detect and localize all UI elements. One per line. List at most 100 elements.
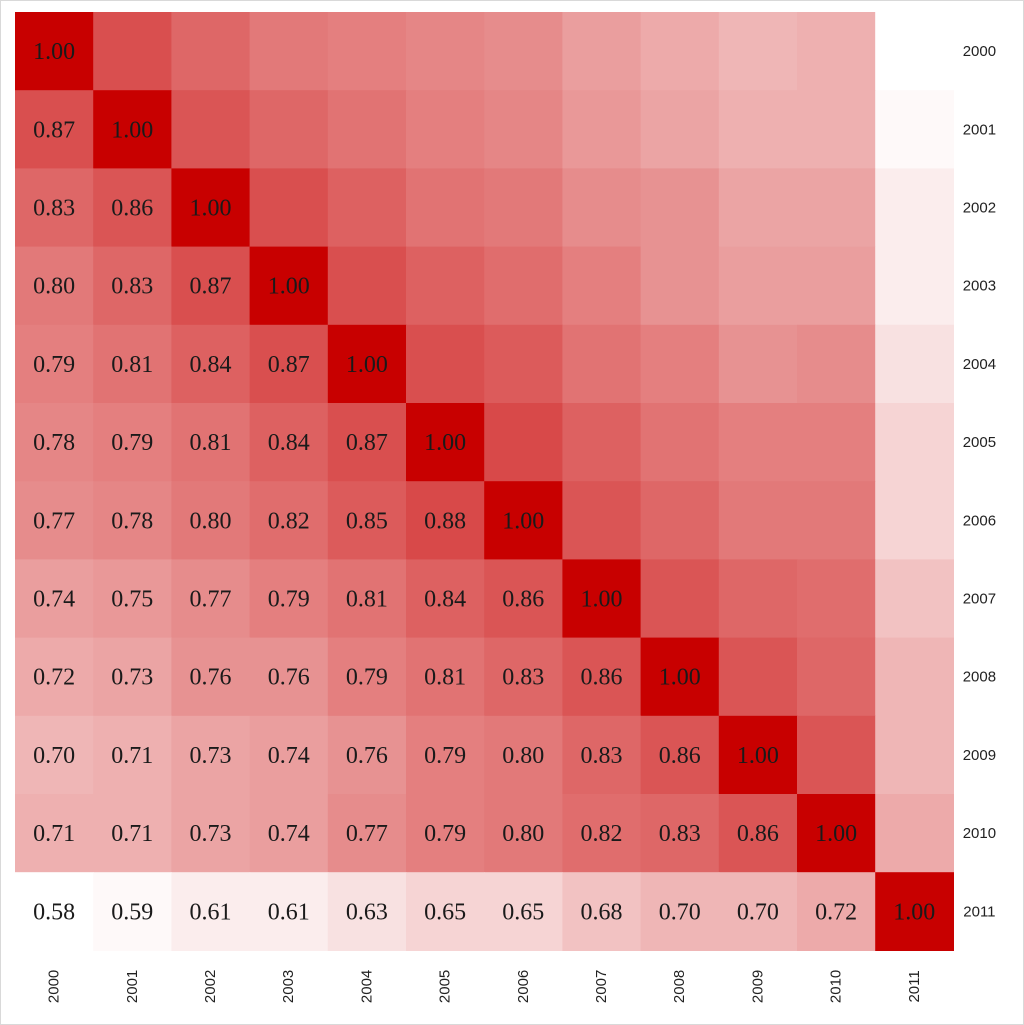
cell-label-2011-2006: 0.65 <box>502 899 544 925</box>
heatmap-cell-2010-2011 <box>875 794 954 873</box>
cell-label-2006-2000: 0.77 <box>33 508 75 534</box>
cell-label-2010-2004: 0.77 <box>346 821 388 847</box>
cell-label-2007-2004: 0.81 <box>346 587 388 613</box>
heatmap-cell-2005-2007 <box>562 403 642 482</box>
cell-label-2005-2005: 1.00 <box>424 430 466 456</box>
heatmap-cell-2009-2005 <box>406 715 485 795</box>
cell-label-2002-2002: 1.00 <box>190 196 232 222</box>
cell-label-2010-2003: 0.74 <box>268 821 310 847</box>
heatmap-cell-2001-2001 <box>93 90 172 169</box>
heatmap-cell-2008-2004 <box>327 637 407 717</box>
cell-label-2011-2000: 0.58 <box>33 899 75 925</box>
heatmap-cell-2004-2001 <box>93 324 172 404</box>
heatmap-cell-2009-2009 <box>718 715 798 795</box>
heatmap-cell-2001-2000 <box>15 90 94 169</box>
cell-label-2007-2001: 0.75 <box>111 587 153 613</box>
heatmap-cell-2002-2008 <box>640 168 720 248</box>
x-tick-2000: 2000 <box>46 970 63 1003</box>
x-tick-2005: 2005 <box>437 970 454 1003</box>
cell-label-2008-2005: 0.81 <box>424 665 466 691</box>
x-tick-2010: 2010 <box>828 970 845 1003</box>
heatmap-cell-2011-2007 <box>562 872 642 951</box>
heatmap-cell-2009-2000 <box>15 715 94 795</box>
heatmap-cell-2011-2003 <box>249 872 329 951</box>
heatmap-cell-2002-2007 <box>562 168 642 248</box>
y-tick-2005: 2005 <box>963 434 996 451</box>
heatmap-cell-2006-2008 <box>640 481 720 560</box>
heatmap-cell-2005-2003 <box>249 403 329 482</box>
cell-label-2009-2009: 1.00 <box>737 743 779 769</box>
cell-label-2003-2002: 0.87 <box>190 274 232 300</box>
y-axis-ticks: 2000 2001 2002 2003 2004 2005 2006 2007 2008 2009… <box>963 43 996 920</box>
heatmap-cell-2000-2003 <box>249 12 329 91</box>
cell-label-2009-2002: 0.73 <box>190 743 232 769</box>
heatmap-cell-2011-2009 <box>718 872 798 951</box>
cell-label-2011-2009: 0.70 <box>737 899 779 925</box>
heatmap-cell-2010-2003 <box>249 794 329 873</box>
heatmap-cell-2002-2006 <box>484 168 563 248</box>
cell-label-2003-2003: 1.00 <box>268 274 310 300</box>
heatmap-cell-2006-2010 <box>797 481 876 560</box>
cell-label-2004-2001: 0.81 <box>111 352 153 378</box>
cell-label-2010-2000: 0.71 <box>33 821 75 847</box>
heatmap-cell-2008-2000 <box>15 637 94 717</box>
cell-label-2010-2005: 0.79 <box>424 821 466 847</box>
heatmap-cell-2002-2004 <box>327 168 407 248</box>
heatmap-cell-2010-2005 <box>406 794 485 873</box>
heatmap-cell-2011-2005 <box>406 872 485 951</box>
heatmap-cell-2009-2002 <box>171 715 251 795</box>
cell-label-2008-2000: 0.72 <box>33 665 75 691</box>
cell-label-2007-2006: 0.86 <box>502 587 544 613</box>
heatmap-cell-2001-2003 <box>249 90 329 169</box>
heatmap-cell-2007-2002 <box>171 559 251 639</box>
x-tick-2008: 2008 <box>671 970 688 1003</box>
heatmap-cell-2003-2009 <box>718 246 798 326</box>
heatmap-cell-2000-2009 <box>718 12 798 91</box>
heatmap-cell-2006-2005 <box>406 481 485 560</box>
heatmap-cell-2004-2004 <box>327 324 407 404</box>
heatmap-cell-2010-2009 <box>718 794 798 873</box>
heatmap-cell-2004-2005 <box>406 324 485 404</box>
heatmap-cell-2002-2003 <box>249 168 329 248</box>
cell-label-2007-2007: 1.00 <box>581 587 623 613</box>
heatmap-cell-2010-2006 <box>484 794 563 873</box>
cell-label-2001-2000: 0.87 <box>33 117 75 143</box>
heatmap-cell-2007-2001 <box>93 559 172 639</box>
heatmap-cell-2000-2006 <box>484 12 563 91</box>
heatmap-cell-2002-2000 <box>15 168 94 248</box>
heatmap-cell-2010-2002 <box>171 794 251 873</box>
heatmap-cell-2003-2006 <box>484 246 563 326</box>
heatmap-cell-2010-2007 <box>562 794 642 873</box>
heatmap-cell-2007-2003 <box>249 559 329 639</box>
cell-label-2006-2002: 0.80 <box>190 508 232 534</box>
cell-label-2010-2010: 1.00 <box>815 821 857 847</box>
heatmap-cell-2004-2006 <box>484 324 563 404</box>
heatmap-cell-2006-2004 <box>327 481 407 560</box>
y-tick-2010: 2010 <box>963 825 996 842</box>
heatmap-cells <box>15 12 954 951</box>
cell-label-2007-2005: 0.84 <box>424 587 466 613</box>
heatmap-cell-2005-2001 <box>93 403 172 482</box>
cell-label-2006-2005: 0.88 <box>424 508 466 534</box>
heatmap-cell-2007-2005 <box>406 559 485 639</box>
cell-label-2010-2001: 0.71 <box>111 821 153 847</box>
cell-label-2009-2001: 0.71 <box>111 743 153 769</box>
cell-label-2004-2003: 0.87 <box>268 352 310 378</box>
heatmap-cell-2004-2003 <box>249 324 329 404</box>
heatmap-cell-2006-2001 <box>93 481 172 560</box>
heatmap-cell-2006-2009 <box>718 481 798 560</box>
heatmap-cell-2005-2005 <box>406 403 485 482</box>
heatmap-cell-2007-2008 <box>640 559 720 639</box>
cell-label-2009-2008: 0.86 <box>659 743 701 769</box>
heatmap-cell-2001-2006 <box>484 90 563 169</box>
heatmap-cell-2003-2008 <box>640 246 720 326</box>
cell-label-2004-2002: 0.84 <box>190 352 232 378</box>
heatmap-cell-2001-2009 <box>718 90 798 169</box>
heatmap-cell-2008-2003 <box>249 637 329 717</box>
cell-label-2010-2006: 0.80 <box>502 821 544 847</box>
cell-label-2009-2006: 0.80 <box>502 743 544 769</box>
cell-label-2003-2000: 0.80 <box>33 274 75 300</box>
cell-label-2011-2007: 0.68 <box>581 899 623 925</box>
x-tick-2002: 2002 <box>202 970 219 1003</box>
